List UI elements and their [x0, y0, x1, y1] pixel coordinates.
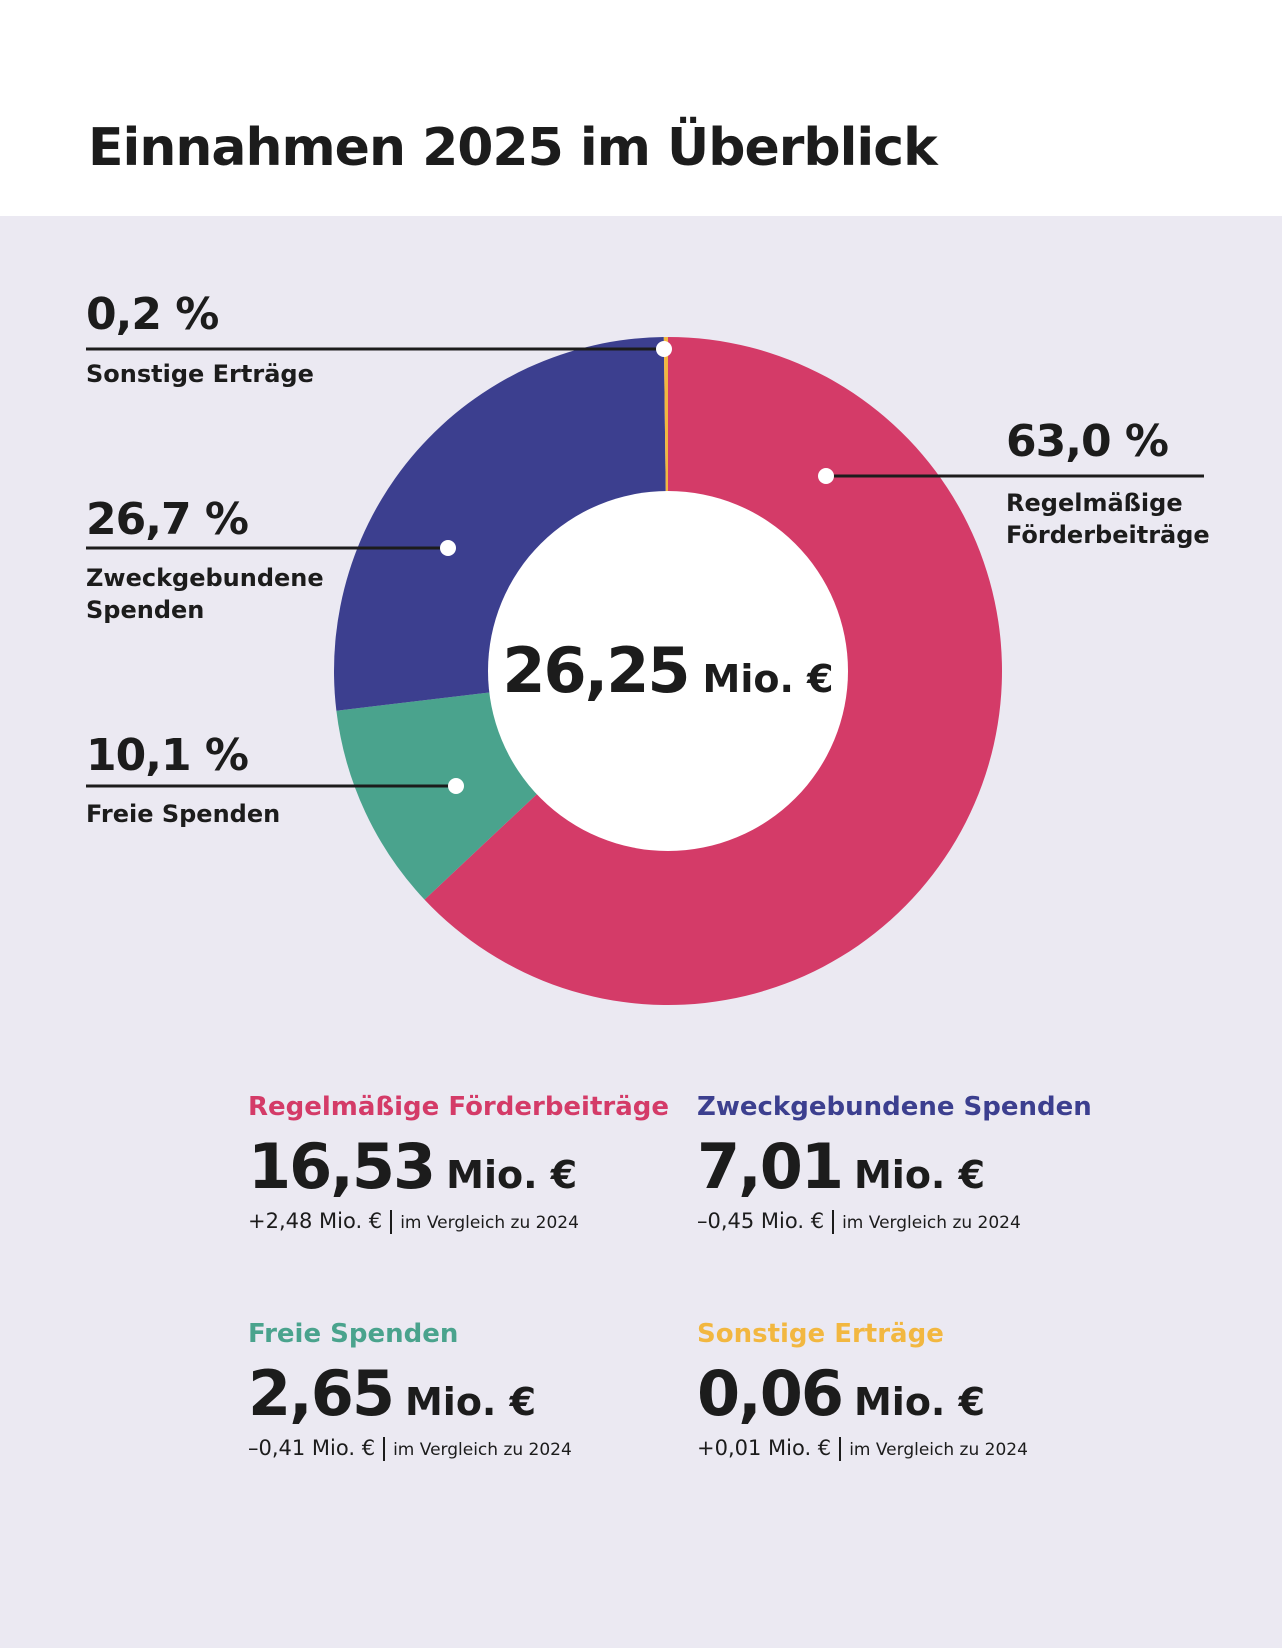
card-delta: –0,45 Mio. € im Vergleich zu 2024 [697, 1209, 1117, 1234]
card-delta: –0,41 Mio. € im Vergleich zu 2024 [248, 1436, 668, 1461]
card-value-unit: Mio. € [404, 1380, 537, 1424]
slice-name-label-0-0: Regelmäßige [1006, 489, 1183, 517]
callout-dot-2 [440, 540, 456, 556]
card-freie-spenden: Freie Spenden 2,65 Mio. € –0,41 Mio. € im … [248, 1319, 668, 1461]
card-compare-text: im Vergleich zu 2024 [400, 1213, 579, 1233]
separator [839, 1437, 842, 1461]
center-total: 26,25 Mio. € [502, 634, 833, 707]
slice-name-label-2-1: Spenden [86, 596, 204, 624]
card-value: 16,53 Mio. € [248, 1130, 668, 1203]
center-total-value: 26,25 [502, 634, 688, 707]
card-compare-text: im Vergleich zu 2024 [842, 1213, 1021, 1233]
callout-dot-0 [818, 468, 834, 484]
card-value: 0,06 Mio. € [697, 1357, 1117, 1430]
card-value-unit: Mio. € [446, 1153, 578, 1197]
separator [832, 1210, 835, 1234]
card-sonstige-ertraege: Sonstige Erträge 0,06 Mio. € +0,01 Mio. €… [697, 1319, 1117, 1461]
callout-dot-3 [656, 341, 672, 357]
separator [390, 1210, 393, 1234]
card-compare-text: im Vergleich zu 2024 [393, 1440, 572, 1460]
center-total-unit: Mio. € [703, 657, 834, 701]
slice-name-label-3-0: Sonstige Erträge [86, 360, 314, 388]
card-zweckgebundene-spenden: Zweckgebundene Spenden 7,01 Mio. € –0,45 … [697, 1092, 1117, 1234]
card-title: Sonstige Erträge [697, 1319, 944, 1349]
card-title: Freie Spenden [248, 1319, 459, 1349]
card-value-unit: Mio. € [853, 1380, 986, 1424]
separator [383, 1437, 386, 1461]
card-value-number: 7,01 [697, 1130, 844, 1203]
card-delta: +2,48 Mio. € im Vergleich zu 2024 [248, 1209, 668, 1234]
slice-percent-label-1: 10,1 % [86, 730, 248, 781]
chart-panel: 63,0 % Regelmäßige Förderbeiträge 10,1 % Fre… [0, 216, 1282, 1648]
card-value-unit: Mio. € [853, 1153, 986, 1197]
card-delta-value: +0,01 Mio. € [697, 1436, 832, 1460]
card-delta-value: –0,41 Mio. € [248, 1436, 376, 1460]
page-title: Einnahmen 2025 im Überblick [88, 118, 938, 178]
card-value-number: 0,06 [697, 1357, 844, 1430]
card-delta: +0,01 Mio. € im Vergleich zu 2024 [697, 1436, 1117, 1461]
card-compare-text: im Vergleich zu 2024 [849, 1440, 1028, 1460]
slice-name-label-2-0: Zweckgebundene [86, 564, 324, 592]
slice-percent-label-2: 26,7 % [86, 494, 248, 545]
card-title: Regelmäßige Förderbeiträge [248, 1092, 670, 1122]
card-value: 7,01 Mio. € [697, 1130, 1117, 1203]
slice-percent-label-0: 63,0 % [1006, 416, 1168, 467]
card-title: Zweckgebundene Spenden [697, 1092, 1092, 1122]
donut-hole [488, 491, 848, 851]
donut-chart: 63,0 % Regelmäßige Förderbeiträge 10,1 % Fre… [86, 289, 1210, 1005]
slice-name-label-0-1: Förderbeiträge [1006, 521, 1210, 549]
card-value-number: 2,65 [248, 1357, 395, 1430]
slice-name-label-1-0: Freie Spenden [86, 800, 280, 828]
card-value: 2,65 Mio. € [248, 1357, 668, 1430]
card-value-number: 16,53 [248, 1130, 436, 1203]
card-regelmaessige-foerderbeitraege: Regelmäßige Förderbeiträge 16,53 Mio. € +… [248, 1092, 670, 1234]
callout-dot-1 [448, 778, 464, 794]
card-delta-value: –0,45 Mio. € [697, 1209, 825, 1233]
slice-percent-label-3: 0,2 % [86, 289, 218, 340]
card-delta-value: +2,48 Mio. € [248, 1209, 383, 1233]
